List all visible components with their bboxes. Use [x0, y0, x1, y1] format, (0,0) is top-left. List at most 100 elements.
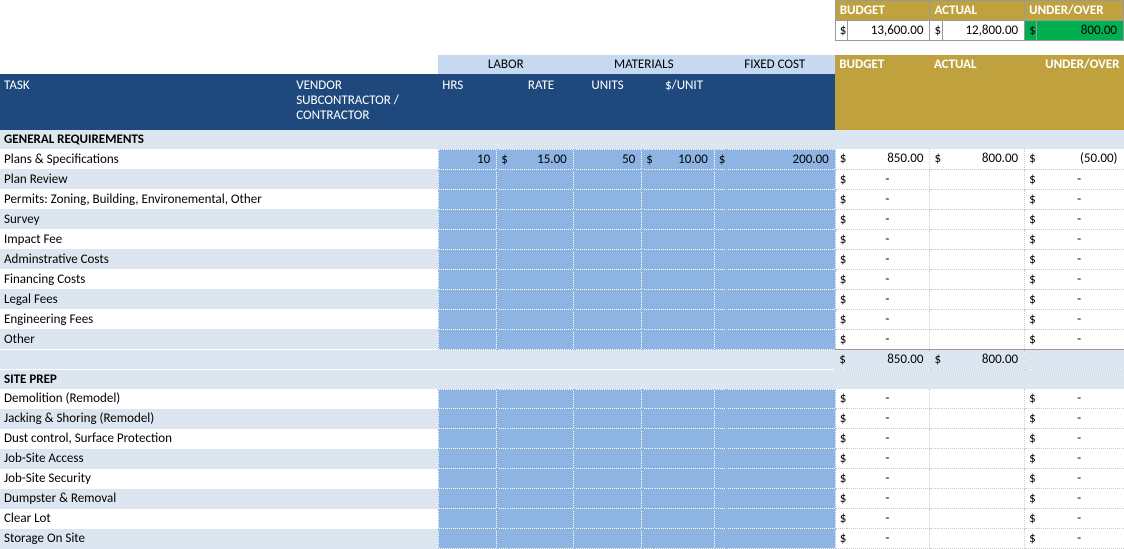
rate-sym[interactable]: [497, 389, 509, 409]
task-name[interactable]: Job-Site Access: [0, 449, 292, 469]
actual-sym[interactable]: [930, 309, 942, 329]
fixed-cell[interactable]: [726, 449, 835, 469]
fixed-cell[interactable]: [726, 489, 835, 509]
actual-sym[interactable]: $: [930, 149, 942, 169]
hrs-cell[interactable]: [438, 389, 496, 409]
perunit-sym[interactable]: [642, 489, 654, 509]
fixed-sym[interactable]: [714, 289, 726, 309]
budget-cell[interactable]: -: [847, 249, 930, 269]
fixed-cell[interactable]: [726, 209, 835, 229]
vendor-cell[interactable]: [292, 269, 438, 289]
actual-cell[interactable]: [942, 429, 1025, 449]
units-cell[interactable]: [573, 409, 642, 429]
fixed-sym[interactable]: [714, 309, 726, 329]
rate-cell[interactable]: [509, 529, 573, 549]
fixed-cell[interactable]: [726, 389, 835, 409]
budget-cell[interactable]: -: [847, 469, 930, 489]
summary-underover-sym[interactable]: $: [1025, 21, 1037, 41]
task-name[interactable]: Legal Fees: [0, 289, 292, 309]
underover-sym[interactable]: $: [1025, 169, 1037, 189]
hrs-cell[interactable]: [438, 309, 496, 329]
fixed-cell[interactable]: [726, 229, 835, 249]
fixed-sym[interactable]: [714, 329, 726, 349]
fixed-sym[interactable]: [714, 449, 726, 469]
perunit-sym[interactable]: [642, 169, 654, 189]
actual-sym[interactable]: [930, 209, 942, 229]
underover-sym[interactable]: $: [1025, 429, 1037, 449]
budget-cell[interactable]: -: [847, 409, 930, 429]
summary-actual-sym[interactable]: $: [930, 21, 942, 41]
vendor-cell[interactable]: [292, 149, 438, 169]
underover-cell[interactable]: -: [1037, 329, 1124, 349]
underover-sym[interactable]: $: [1025, 289, 1037, 309]
task-name[interactable]: Storage On Site: [0, 529, 292, 549]
rate-cell[interactable]: [509, 289, 573, 309]
task-name[interactable]: Dumpster & Removal: [0, 489, 292, 509]
vendor-cell[interactable]: [292, 169, 438, 189]
vendor-cell[interactable]: [292, 389, 438, 409]
actual-sym[interactable]: [930, 489, 942, 509]
fixed-cell[interactable]: 200.00: [726, 149, 835, 169]
units-cell[interactable]: [573, 289, 642, 309]
actual-sym[interactable]: [930, 269, 942, 289]
underover-cell[interactable]: (50.00): [1037, 149, 1124, 169]
fixed-cell[interactable]: [726, 469, 835, 489]
perunit-sym[interactable]: [642, 309, 654, 329]
hrs-cell[interactable]: [438, 329, 496, 349]
actual-cell[interactable]: [942, 209, 1025, 229]
actual-sym[interactable]: [930, 329, 942, 349]
fixed-sym[interactable]: [714, 429, 726, 449]
fixed-cell[interactable]: [726, 169, 835, 189]
actual-cell[interactable]: [942, 249, 1025, 269]
hrs-cell[interactable]: [438, 209, 496, 229]
budget-cell[interactable]: -: [847, 309, 930, 329]
perunit-cell[interactable]: [654, 269, 714, 289]
summary-budget-value[interactable]: 13,600.00: [847, 21, 930, 41]
budget-cell[interactable]: -: [847, 209, 930, 229]
fixed-sym[interactable]: [714, 389, 726, 409]
vendor-cell[interactable]: [292, 309, 438, 329]
budget-cell[interactable]: -: [847, 389, 930, 409]
budget-sym[interactable]: $: [835, 169, 847, 189]
perunit-sym[interactable]: [642, 449, 654, 469]
budget-cell[interactable]: -: [847, 189, 930, 209]
task-name[interactable]: Job-Site Security: [0, 469, 292, 489]
fixed-sym[interactable]: [714, 489, 726, 509]
rate-sym[interactable]: [497, 449, 509, 469]
summary-actual-value[interactable]: 12,800.00: [942, 21, 1025, 41]
rate-sym[interactable]: [497, 469, 509, 489]
perunit-cell[interactable]: [654, 429, 714, 449]
perunit-cell[interactable]: [654, 189, 714, 209]
task-name[interactable]: Plan Review: [0, 169, 292, 189]
hrs-cell[interactable]: [438, 489, 496, 509]
perunit-sym[interactable]: $: [642, 149, 654, 169]
rate-cell[interactable]: [509, 469, 573, 489]
budget-sym[interactable]: $: [835, 149, 847, 169]
underover-sym[interactable]: $: [1025, 209, 1037, 229]
hrs-cell[interactable]: [438, 189, 496, 209]
rate-sym[interactable]: [497, 309, 509, 329]
underover-cell[interactable]: -: [1037, 169, 1124, 189]
fixed-cell[interactable]: [726, 269, 835, 289]
underover-cell[interactable]: -: [1037, 429, 1124, 449]
vendor-cell[interactable]: [292, 489, 438, 509]
fixed-cell[interactable]: [726, 529, 835, 549]
underover-sym[interactable]: $: [1025, 149, 1037, 169]
perunit-cell[interactable]: 10.00: [654, 149, 714, 169]
actual-cell[interactable]: [942, 329, 1025, 349]
perunit-sym[interactable]: [642, 329, 654, 349]
budget-sym[interactable]: $: [835, 229, 847, 249]
budget-sym[interactable]: $: [835, 289, 847, 309]
perunit-cell[interactable]: [654, 309, 714, 329]
units-cell[interactable]: [573, 309, 642, 329]
vendor-cell[interactable]: [292, 289, 438, 309]
underover-cell[interactable]: -: [1037, 489, 1124, 509]
task-name[interactable]: Dust control, Surface Protection: [0, 429, 292, 449]
task-name[interactable]: Plans & Specifications: [0, 149, 292, 169]
fixed-sym[interactable]: [714, 409, 726, 429]
fixed-sym[interactable]: [714, 269, 726, 289]
rate-cell[interactable]: [509, 329, 573, 349]
budget-sym[interactable]: $: [835, 429, 847, 449]
underover-cell[interactable]: -: [1037, 389, 1124, 409]
actual-cell[interactable]: [942, 309, 1025, 329]
